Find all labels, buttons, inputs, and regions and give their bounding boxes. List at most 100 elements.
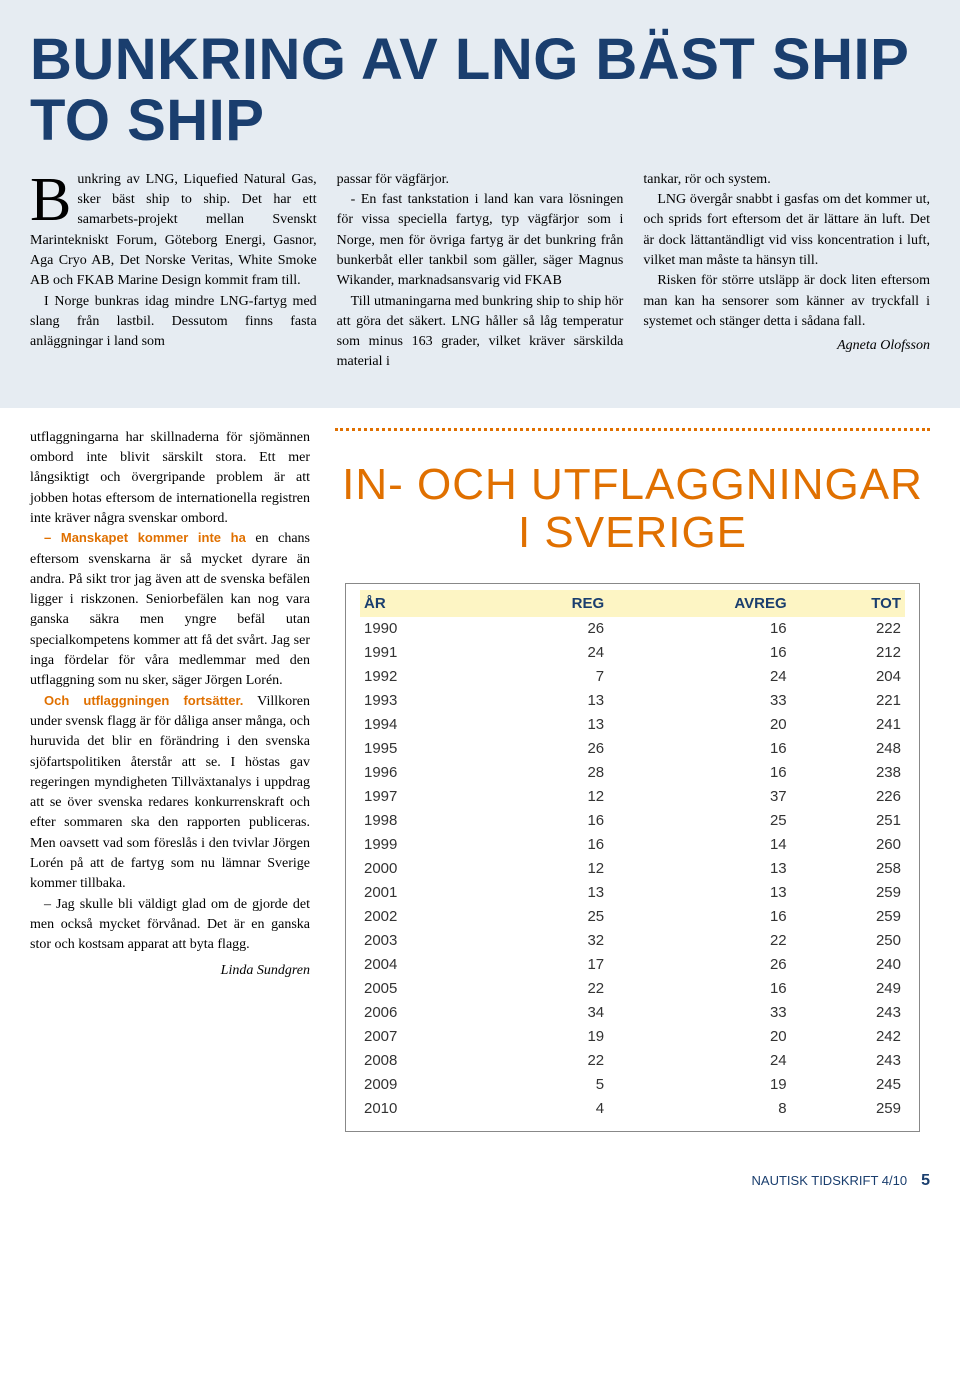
byline: Agneta Olofsson — [643, 336, 930, 356]
right-area: IN- OCH UTFLAGGNINGAR I SVERIGE ÅR REG A… — [335, 428, 930, 1132]
page-number: 5 — [921, 1172, 930, 1190]
table-cell: 33 — [608, 689, 791, 713]
table-cell: 259 — [791, 1097, 905, 1121]
th-year: ÅR — [360, 590, 485, 617]
flag-table: ÅR REG AVREG TOT 19902616222199124162121… — [360, 590, 905, 1121]
table-cell: 24 — [485, 641, 608, 665]
table-cell: 13 — [485, 713, 608, 737]
table-cell: 37 — [608, 785, 791, 809]
table-cell: 222 — [791, 617, 905, 641]
table-cell: 2001 — [360, 881, 485, 905]
table-cell: 1998 — [360, 809, 485, 833]
table-row: 19912416212 — [360, 641, 905, 665]
table-row: 19962816238 — [360, 761, 905, 785]
table-cell: 26 — [485, 617, 608, 641]
table-cell: 16 — [608, 737, 791, 761]
table-cell: 25 — [485, 905, 608, 929]
lower-section: utflaggningarna har skillnaderna för sjö… — [0, 428, 960, 1162]
column-2: passar för vägfärjor. - En fast tankstat… — [337, 170, 624, 373]
table-cell: 240 — [791, 953, 905, 977]
table-cell: 248 — [791, 737, 905, 761]
table-cell: 8 — [608, 1097, 791, 1121]
main-headline: BUNKRING AV LNG BÄST SHIP TO SHIP — [30, 30, 930, 152]
table-cell: 250 — [791, 929, 905, 953]
left-p1: utflaggningarna har skillnaderna för sjö… — [30, 428, 310, 529]
table-cell: 2007 — [360, 1025, 485, 1049]
table-cell: 2010 — [360, 1097, 485, 1121]
table-cell: 258 — [791, 857, 905, 881]
th-reg: REG — [485, 590, 608, 617]
table-cell: 32 — [485, 929, 608, 953]
table-cell: 2009 — [360, 1073, 485, 1097]
table-cell: 2003 — [360, 929, 485, 953]
table-row: 20052216249 — [360, 977, 905, 1001]
table-headline: IN- OCH UTFLAGGNINGAR I SVERIGE — [335, 461, 930, 558]
table-cell: 22 — [485, 1049, 608, 1073]
table-cell: 19 — [608, 1073, 791, 1097]
col2-p1: passar för vägfärjor. — [337, 170, 624, 190]
page-footer: NAUTISK TIDSKRIFT 4/10 5 — [0, 1162, 960, 1210]
table-row: 19902616222 — [360, 617, 905, 641]
table-row: 20071920242 — [360, 1025, 905, 1049]
table-cell: 2004 — [360, 953, 485, 977]
table-cell: 13 — [485, 881, 608, 905]
table-cell: 16 — [485, 809, 608, 833]
left-column: utflaggningarna har skillnaderna för sjö… — [30, 428, 310, 1132]
table-cell: 7 — [485, 665, 608, 689]
table-cell: 26 — [485, 737, 608, 761]
col3-p1: tankar, rör och system. — [643, 170, 930, 190]
th-tot: TOT — [791, 590, 905, 617]
table-cell: 259 — [791, 881, 905, 905]
table-cell: 20 — [608, 1025, 791, 1049]
table-cell: 1997 — [360, 785, 485, 809]
table-cell: 238 — [791, 761, 905, 785]
table-cell: 26 — [608, 953, 791, 977]
table-cell: 13 — [608, 857, 791, 881]
table-cell: 245 — [791, 1073, 905, 1097]
table-cell: 33 — [608, 1001, 791, 1025]
table-cell: 260 — [791, 833, 905, 857]
table-cell: 1996 — [360, 761, 485, 785]
column-3: tankar, rör och system. LNG övergår snab… — [643, 170, 930, 373]
table-cell: 16 — [608, 617, 791, 641]
table-body: 1990261622219912416212199272420419931333… — [360, 617, 905, 1121]
table-row: 201048259 — [360, 1097, 905, 1121]
table-cell: 1999 — [360, 833, 485, 857]
col3-p3: Risken för större utsläpp är dock liten … — [643, 271, 930, 332]
table-cell: 2008 — [360, 1049, 485, 1073]
table-cell: 16 — [608, 905, 791, 929]
table-cell: 259 — [791, 905, 905, 929]
table-row: 20082224243 — [360, 1049, 905, 1073]
lead-utflaggningen: Och utflaggningen fortsätter. — [44, 693, 243, 708]
table-wrap: ÅR REG AVREG TOT 19902616222199124162121… — [345, 583, 920, 1132]
table-row: 20022516259 — [360, 905, 905, 929]
table-cell: 243 — [791, 1049, 905, 1073]
table-cell: 212 — [791, 641, 905, 665]
table-row: 20063433243 — [360, 1001, 905, 1025]
table-cell: 14 — [608, 833, 791, 857]
col3-p2: LNG övergår snabbt i gasfas om det komme… — [643, 190, 930, 271]
table-cell: 204 — [791, 665, 905, 689]
table-cell: 13 — [485, 689, 608, 713]
col2-p2: - En fast tankstation i land kan vara lö… — [337, 190, 624, 291]
col1-p2: I Norge bunkras idag mindre LNG-fartyg m… — [30, 292, 317, 353]
col2-p3: Till utmaningarna med bunkring ship to s… — [337, 292, 624, 373]
left-p2: en chans eftersom svenskarna är så mycke… — [30, 531, 310, 688]
top-article-box: BUNKRING AV LNG BÄST SHIP TO SHIP Bunkri… — [0, 0, 960, 408]
table-cell: 16 — [485, 833, 608, 857]
column-1: Bunkring av LNG, Liquefied Natural Gas, … — [30, 170, 317, 373]
three-column-body: Bunkring av LNG, Liquefied Natural Gas, … — [30, 170, 930, 373]
table-row: 1992724204 — [360, 665, 905, 689]
table-cell: 241 — [791, 713, 905, 737]
table-cell: 2006 — [360, 1001, 485, 1025]
table-cell: 1991 — [360, 641, 485, 665]
table-cell: 221 — [791, 689, 905, 713]
left-p3: Villkoren under svensk flagg är för dåli… — [30, 694, 310, 892]
left-author: Linda Sundgren — [30, 961, 310, 981]
table-cell: 34 — [485, 1001, 608, 1025]
table-row: 19931333221 — [360, 689, 905, 713]
table-cell: 1990 — [360, 617, 485, 641]
table-row: 19981625251 — [360, 809, 905, 833]
table-row: 20033222250 — [360, 929, 905, 953]
table-cell: 22 — [485, 977, 608, 1001]
